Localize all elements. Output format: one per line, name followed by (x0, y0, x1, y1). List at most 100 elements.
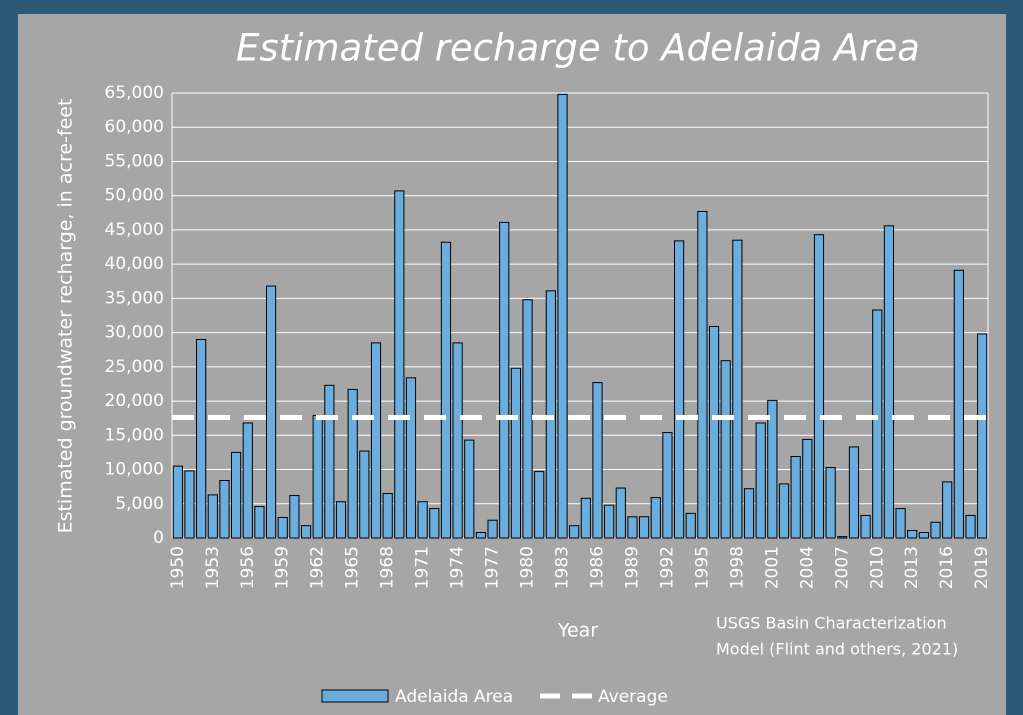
x-tick-label: 2016 (937, 546, 957, 589)
bar (708, 325, 720, 539)
bar (405, 377, 417, 539)
x-tick-label: 1989 (622, 546, 642, 589)
bar (196, 338, 207, 539)
bar (335, 501, 347, 539)
bar (813, 234, 825, 539)
bar (475, 532, 487, 539)
bar (370, 342, 382, 539)
x-tick-label: 2013 (902, 546, 922, 589)
annotation: Model (Flint and others, 2021) (716, 640, 958, 659)
bar (172, 465, 183, 539)
bar (825, 466, 836, 539)
bar (359, 450, 370, 539)
x-tick-label: 1953 (203, 546, 223, 589)
panel (18, 14, 1006, 715)
bar (743, 488, 755, 539)
x-tick-label: 2007 (832, 546, 852, 589)
bar (382, 493, 393, 539)
y-tick-label: 5,000 (115, 494, 164, 514)
bar (907, 529, 918, 539)
y-tick-label: 60,000 (105, 117, 164, 137)
x-tick-label: 1977 (483, 546, 503, 589)
bar (265, 285, 277, 539)
bar (627, 516, 638, 539)
bar (312, 414, 323, 539)
chart-title: Estimated recharge to Adelaida Area (236, 27, 920, 70)
bar (720, 360, 731, 539)
bar (545, 290, 556, 539)
y-tick-label: 10,000 (105, 460, 164, 480)
y-tick-label: 15,000 (105, 425, 164, 445)
x-tick-label: 1965 (343, 546, 363, 589)
legend-swatch (321, 689, 389, 703)
annotation: USGS Basin Characterization (716, 614, 947, 633)
bar (650, 497, 661, 539)
bar (965, 514, 976, 539)
bar (778, 483, 790, 539)
bar (592, 382, 603, 539)
bar (534, 471, 545, 539)
y-tick-label: 55,000 (105, 151, 164, 171)
bar (510, 367, 521, 539)
bar (639, 516, 650, 539)
x-tick-label: 1956 (238, 546, 258, 589)
bar (452, 342, 463, 539)
y-tick-label: 20,000 (105, 391, 164, 411)
y-tick-label: 65,000 (105, 83, 164, 103)
bar (499, 221, 510, 539)
legend-label: Adelaida Area (395, 687, 513, 707)
bar (522, 299, 533, 539)
x-tick-label: 2001 (762, 546, 782, 589)
y-axis-label: Estimated groundwater recharge, in acre-… (55, 99, 77, 534)
bar (604, 504, 615, 539)
bar (918, 532, 929, 539)
bar (977, 333, 988, 539)
bar (580, 497, 591, 539)
y-tick-label: 40,000 (105, 254, 164, 274)
bar (732, 239, 743, 539)
bar (930, 521, 941, 539)
bar (662, 432, 673, 539)
bar (872, 309, 883, 539)
bar (300, 525, 312, 539)
x-tick-label: 1992 (657, 546, 677, 589)
bar (685, 512, 696, 539)
y-tick-label: 50,000 (105, 186, 164, 206)
bar (673, 240, 685, 539)
bar (429, 508, 440, 539)
bar (417, 501, 428, 539)
y-tick-label: 0 (153, 528, 164, 548)
bar (289, 495, 300, 539)
bar (324, 384, 335, 539)
x-tick-label: 1950 (168, 546, 188, 589)
y-tick-label: 45,000 (105, 220, 164, 240)
bar (790, 456, 801, 539)
bar (802, 438, 813, 539)
bar (848, 446, 860, 539)
bar (569, 525, 580, 539)
bar (942, 481, 953, 539)
bar (219, 479, 230, 539)
x-tick-label: 1995 (692, 546, 712, 589)
bar (837, 536, 848, 539)
bar (767, 399, 778, 539)
bar (464, 439, 475, 539)
bar (615, 487, 626, 539)
x-tick-label: 1983 (553, 546, 573, 589)
bar (184, 470, 195, 539)
x-tick-label: 1998 (727, 546, 747, 589)
bar (860, 514, 871, 539)
x-tick-label: 2010 (867, 546, 887, 589)
x-axis-label: Year (557, 620, 598, 642)
bar (895, 508, 906, 539)
bar (207, 494, 218, 539)
bar (254, 506, 265, 539)
x-tick-label: 1968 (378, 546, 398, 589)
x-tick-label: 1971 (413, 546, 433, 589)
bar (242, 422, 253, 539)
bar (755, 422, 766, 539)
x-tick-label: 1986 (587, 546, 607, 589)
bar (440, 241, 452, 539)
y-tick-label: 30,000 (105, 323, 164, 343)
